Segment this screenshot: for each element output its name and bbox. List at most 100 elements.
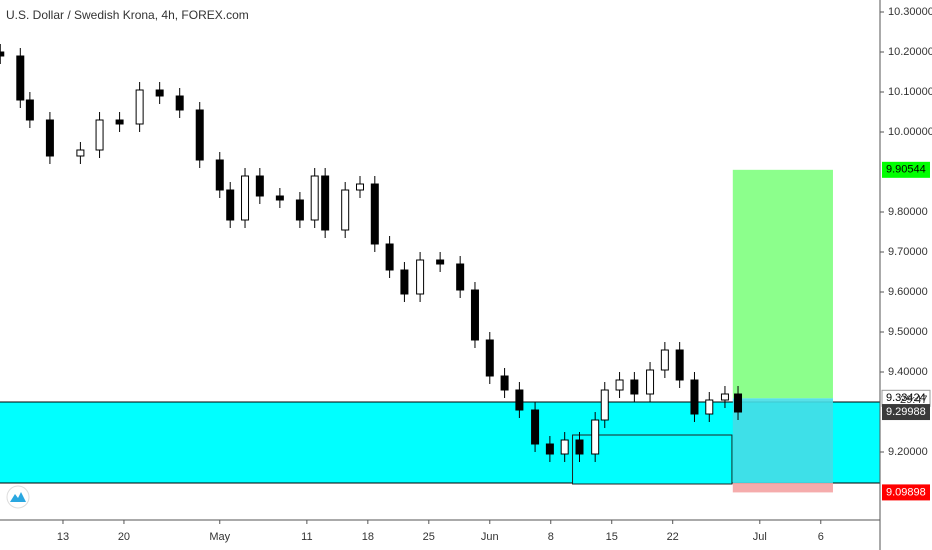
candle-body bbox=[16, 55, 25, 101]
price-tag bbox=[882, 484, 930, 501]
candle-body bbox=[615, 379, 624, 391]
candle bbox=[575, 432, 584, 462]
candle-body bbox=[95, 119, 104, 151]
candle-body bbox=[195, 109, 204, 161]
candle bbox=[705, 392, 714, 422]
candle bbox=[515, 382, 524, 418]
candle bbox=[545, 436, 554, 462]
price-tag bbox=[882, 161, 930, 178]
x-tick-label: 22 bbox=[667, 531, 679, 543]
candle-body bbox=[531, 409, 540, 445]
candle-body bbox=[0, 51, 5, 57]
candle bbox=[135, 82, 144, 132]
box bbox=[732, 483, 833, 493]
candle bbox=[690, 372, 699, 422]
candle bbox=[400, 262, 409, 302]
candle-body bbox=[370, 183, 379, 245]
candle-body bbox=[241, 175, 250, 221]
candle-body bbox=[76, 149, 85, 157]
candle bbox=[355, 176, 364, 198]
candle bbox=[385, 236, 394, 278]
candle-body bbox=[436, 259, 445, 265]
x-tick-label: May bbox=[209, 531, 230, 543]
candle bbox=[115, 112, 124, 132]
candle bbox=[485, 332, 494, 384]
y-tick-label: 10.10000 bbox=[888, 86, 932, 98]
candle bbox=[531, 402, 540, 452]
x-tick-label: 8 bbox=[548, 531, 554, 543]
candle bbox=[720, 386, 729, 408]
x-tick-label: 13 bbox=[57, 531, 69, 543]
candle-body bbox=[591, 419, 600, 455]
candle bbox=[25, 92, 34, 128]
candle-body bbox=[355, 183, 364, 191]
y-tick-label: 9.20000 bbox=[888, 446, 928, 458]
candle-body bbox=[500, 375, 509, 391]
y-tick-label: 9.60000 bbox=[888, 286, 928, 298]
candle-body bbox=[705, 399, 714, 415]
candle bbox=[436, 252, 445, 272]
candle bbox=[416, 252, 425, 302]
box bbox=[732, 169, 833, 399]
y-tick-label: 10.30000 bbox=[888, 6, 932, 18]
candle bbox=[660, 342, 669, 378]
x-tick-label: 25 bbox=[423, 531, 435, 543]
candle-body bbox=[321, 175, 330, 231]
candle-body bbox=[255, 175, 264, 197]
candle-body bbox=[600, 389, 609, 421]
candle-body bbox=[560, 439, 569, 455]
candle-body bbox=[275, 195, 284, 201]
y-tick-label: 9.50000 bbox=[888, 326, 928, 338]
candle-body bbox=[226, 189, 235, 221]
candle bbox=[95, 112, 104, 158]
price-tag-label: 9.33424 bbox=[886, 392, 926, 404]
candle bbox=[215, 152, 224, 198]
candle-body bbox=[310, 175, 319, 221]
candle bbox=[16, 48, 25, 108]
candle bbox=[195, 102, 204, 168]
x-tick-label: 18 bbox=[362, 531, 374, 543]
candle-body bbox=[515, 389, 524, 411]
y-tick-label: 10.00000 bbox=[888, 126, 932, 138]
price-tag-label: 9.29988 bbox=[886, 406, 926, 418]
candle-body bbox=[630, 379, 639, 395]
candle bbox=[155, 82, 164, 104]
candle bbox=[275, 188, 284, 208]
candle-body bbox=[135, 89, 144, 125]
candle-body bbox=[155, 89, 164, 97]
candle-body bbox=[470, 289, 479, 341]
candle bbox=[295, 192, 304, 228]
price-tag bbox=[882, 404, 930, 421]
candle-body bbox=[341, 189, 350, 231]
candle bbox=[470, 282, 479, 348]
x-tick-label: 6 bbox=[818, 531, 824, 543]
candle bbox=[675, 342, 684, 388]
candle bbox=[241, 168, 250, 228]
candle-body bbox=[45, 119, 54, 157]
candle bbox=[615, 372, 624, 398]
price-tag-label: 9.90544 bbox=[886, 164, 926, 176]
candle-body bbox=[660, 349, 669, 371]
candle-body bbox=[416, 259, 425, 295]
box bbox=[732, 398, 833, 483]
logo bbox=[6, 485, 30, 509]
y-tick-label: 9.40000 bbox=[888, 366, 928, 378]
chart-title: U.S. Dollar / Swedish Krona, 4h, FOREX.c… bbox=[6, 8, 249, 22]
candle-body bbox=[734, 393, 743, 413]
candle-body bbox=[400, 269, 409, 295]
candle-body bbox=[545, 443, 554, 455]
candle bbox=[560, 432, 569, 462]
candle bbox=[600, 382, 609, 428]
candle bbox=[175, 88, 184, 118]
candle-body bbox=[115, 119, 124, 125]
candle bbox=[310, 168, 319, 228]
y-tick-label: 10.20000 bbox=[888, 46, 932, 58]
candle-body bbox=[646, 369, 655, 395]
candle bbox=[500, 368, 509, 398]
candle bbox=[341, 182, 350, 238]
candle bbox=[255, 168, 264, 204]
price-tag-label: 9.09898 bbox=[886, 486, 926, 498]
x-tick-label: 20 bbox=[118, 531, 130, 543]
candle bbox=[734, 386, 743, 420]
